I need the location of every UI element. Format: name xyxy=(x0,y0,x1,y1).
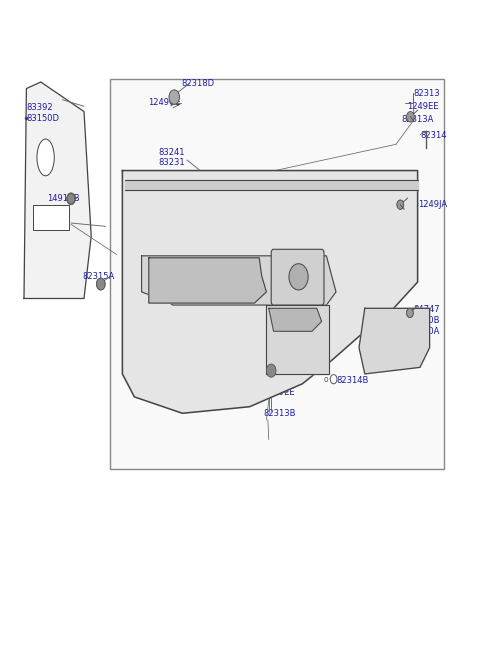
Text: 1249EE: 1249EE xyxy=(263,388,295,397)
Circle shape xyxy=(267,365,276,377)
Polygon shape xyxy=(359,308,430,374)
Ellipse shape xyxy=(37,139,54,176)
Circle shape xyxy=(397,200,404,209)
FancyBboxPatch shape xyxy=(271,249,324,305)
Circle shape xyxy=(169,90,180,104)
Text: 1249EE: 1249EE xyxy=(407,102,439,111)
Text: 83392
83150D: 83392 83150D xyxy=(26,103,60,123)
Circle shape xyxy=(67,193,75,205)
Text: 82313A: 82313A xyxy=(401,115,433,124)
Text: 82314B: 82314B xyxy=(336,376,368,385)
Polygon shape xyxy=(122,171,418,413)
Text: 1249GE: 1249GE xyxy=(148,98,180,108)
Bar xyxy=(110,79,444,469)
Text: 1249BD: 1249BD xyxy=(185,180,218,190)
Circle shape xyxy=(170,92,179,104)
Polygon shape xyxy=(24,82,91,298)
Text: 1249LB: 1249LB xyxy=(122,200,154,209)
Circle shape xyxy=(407,308,413,318)
Polygon shape xyxy=(149,258,266,303)
Polygon shape xyxy=(142,256,336,305)
Circle shape xyxy=(397,200,404,209)
Polygon shape xyxy=(266,305,329,374)
FancyBboxPatch shape xyxy=(33,205,69,230)
Text: 84747: 84747 xyxy=(414,305,440,314)
Text: 82313B: 82313B xyxy=(263,409,296,418)
Text: 83344
83334: 83344 83334 xyxy=(321,254,348,274)
Text: 82313: 82313 xyxy=(414,89,440,98)
Text: 82315A: 82315A xyxy=(83,272,115,281)
Text: 93580L
93580R: 93580L 93580R xyxy=(343,221,375,241)
Text: 83302
83301: 83302 83301 xyxy=(33,213,59,233)
Text: o: o xyxy=(324,375,329,384)
Text: 83241
83231: 83241 83231 xyxy=(158,148,185,167)
Circle shape xyxy=(407,308,413,318)
Circle shape xyxy=(67,194,75,204)
Circle shape xyxy=(407,112,414,122)
Text: 82314: 82314 xyxy=(420,131,447,140)
Text: 1491AB: 1491AB xyxy=(47,194,80,203)
Text: 82318D: 82318D xyxy=(181,79,215,88)
Text: 1249JA: 1249JA xyxy=(418,200,447,209)
Circle shape xyxy=(266,364,276,377)
Text: 82313A: 82313A xyxy=(263,376,295,385)
Circle shape xyxy=(96,278,105,290)
Circle shape xyxy=(407,112,414,121)
Ellipse shape xyxy=(289,264,308,290)
Circle shape xyxy=(330,375,337,384)
Circle shape xyxy=(96,278,105,290)
Polygon shape xyxy=(269,308,322,331)
Text: 83720B
83710A: 83720B 83710A xyxy=(407,316,440,336)
